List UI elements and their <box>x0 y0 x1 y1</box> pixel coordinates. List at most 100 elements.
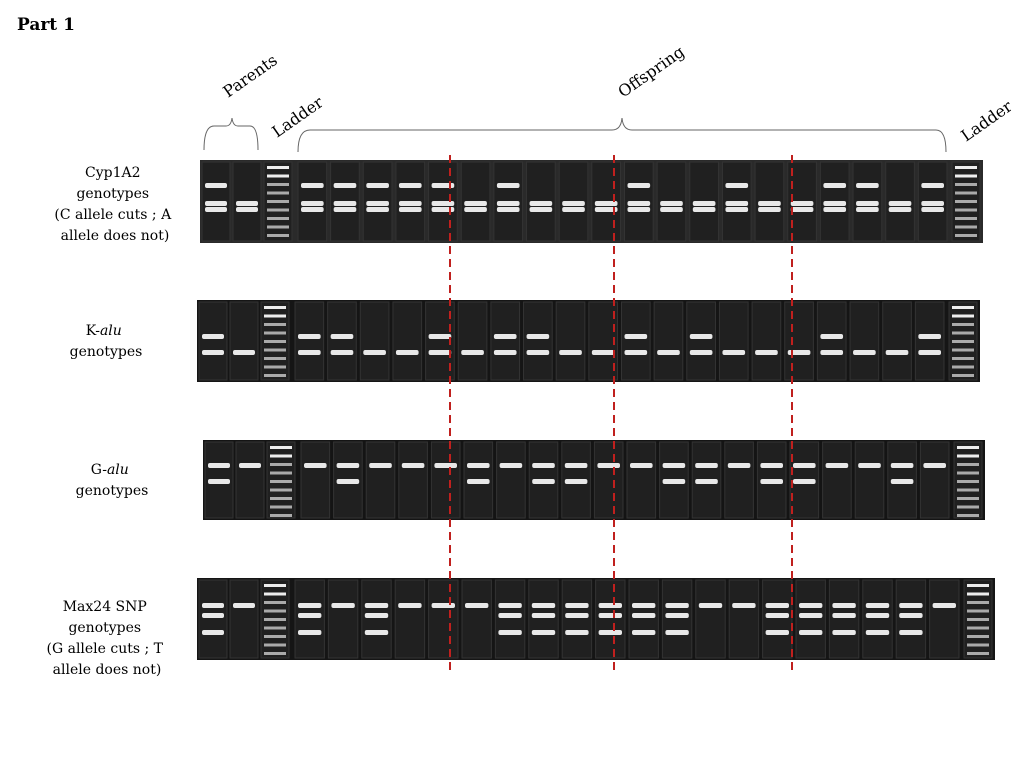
band <box>594 201 618 206</box>
row-label: Cyp1A2 genotypes (C allele cuts ; A alle… <box>54 165 175 244</box>
lane <box>588 301 618 381</box>
ladder-label: Ladder <box>268 92 327 141</box>
band <box>363 350 386 355</box>
lane <box>621 301 651 381</box>
band <box>431 603 455 608</box>
lane <box>816 301 847 381</box>
lane <box>751 301 782 381</box>
band <box>565 613 589 618</box>
ladder-band <box>264 584 286 587</box>
row-label-part: alu <box>100 323 122 339</box>
ladder-band <box>957 505 979 509</box>
ladder-band <box>955 234 977 237</box>
band <box>627 183 651 188</box>
row-label-line: genotypes <box>76 186 149 202</box>
row-label-line: G-alu <box>91 462 129 478</box>
band <box>461 350 484 355</box>
ladder-band <box>952 357 974 360</box>
band <box>401 463 425 468</box>
band <box>298 350 321 355</box>
band <box>364 630 389 635</box>
band <box>665 603 689 608</box>
ladder-band <box>270 480 292 483</box>
band <box>832 603 856 608</box>
ladder-band <box>267 174 289 178</box>
lane <box>359 301 390 381</box>
row-label: Max24 SNP genotypes (G allele cuts ; T a… <box>47 599 168 678</box>
lane <box>428 579 459 659</box>
band <box>660 201 683 206</box>
band <box>205 201 227 206</box>
band <box>921 207 944 212</box>
lane <box>929 579 960 659</box>
band <box>304 463 327 468</box>
band <box>298 334 321 339</box>
lane <box>919 441 950 519</box>
band <box>333 201 357 206</box>
band <box>202 334 224 339</box>
band <box>594 207 618 212</box>
band <box>239 463 261 468</box>
band <box>532 463 555 468</box>
band <box>890 479 914 484</box>
parents-bracket <box>203 117 259 151</box>
band <box>758 201 781 206</box>
ladder-band <box>270 471 292 475</box>
band <box>493 334 517 339</box>
band <box>298 630 322 635</box>
ladder-band <box>957 514 979 517</box>
band <box>765 630 789 635</box>
lane <box>862 579 893 659</box>
band <box>398 207 422 212</box>
ladder-band <box>952 323 974 326</box>
row-label-part: G- <box>91 462 107 478</box>
band <box>799 603 823 608</box>
lane <box>795 579 826 659</box>
band <box>727 463 751 468</box>
ladder-band <box>967 584 989 587</box>
lane <box>914 301 945 381</box>
lane <box>361 579 392 659</box>
lane <box>229 579 259 659</box>
band <box>559 350 582 355</box>
band <box>398 603 422 608</box>
band <box>888 207 912 212</box>
band <box>665 630 689 635</box>
row-label-line: (C allele cuts ; A <box>54 207 172 223</box>
row-label-line: Max24 SNP <box>63 599 147 615</box>
band <box>823 207 847 212</box>
ladder-band <box>967 626 989 630</box>
band <box>298 613 322 618</box>
ladder-band <box>264 348 286 352</box>
band <box>464 201 487 206</box>
offspring-bracket <box>297 117 947 153</box>
band <box>725 201 749 206</box>
band <box>725 183 749 188</box>
band <box>755 350 778 355</box>
band <box>398 183 422 188</box>
band <box>498 613 522 618</box>
band <box>921 183 944 188</box>
band <box>564 479 588 484</box>
lane <box>461 579 492 659</box>
band <box>660 207 683 212</box>
band <box>562 201 585 206</box>
band <box>434 463 457 468</box>
ladder-band <box>955 174 977 178</box>
row-label-line: (G allele cuts ; T <box>47 641 164 657</box>
lane <box>494 579 526 659</box>
band <box>832 630 856 635</box>
ladder-band <box>264 652 286 655</box>
band <box>366 207 389 212</box>
band <box>205 183 227 188</box>
band <box>366 183 389 188</box>
row-label-line: allele does not) <box>53 662 162 678</box>
ladder-band <box>270 446 292 449</box>
band <box>464 207 487 212</box>
ladder-band <box>955 208 977 212</box>
band <box>202 630 224 635</box>
band <box>888 201 912 206</box>
ladder-band <box>967 601 989 604</box>
band <box>202 613 224 618</box>
band <box>529 207 553 212</box>
